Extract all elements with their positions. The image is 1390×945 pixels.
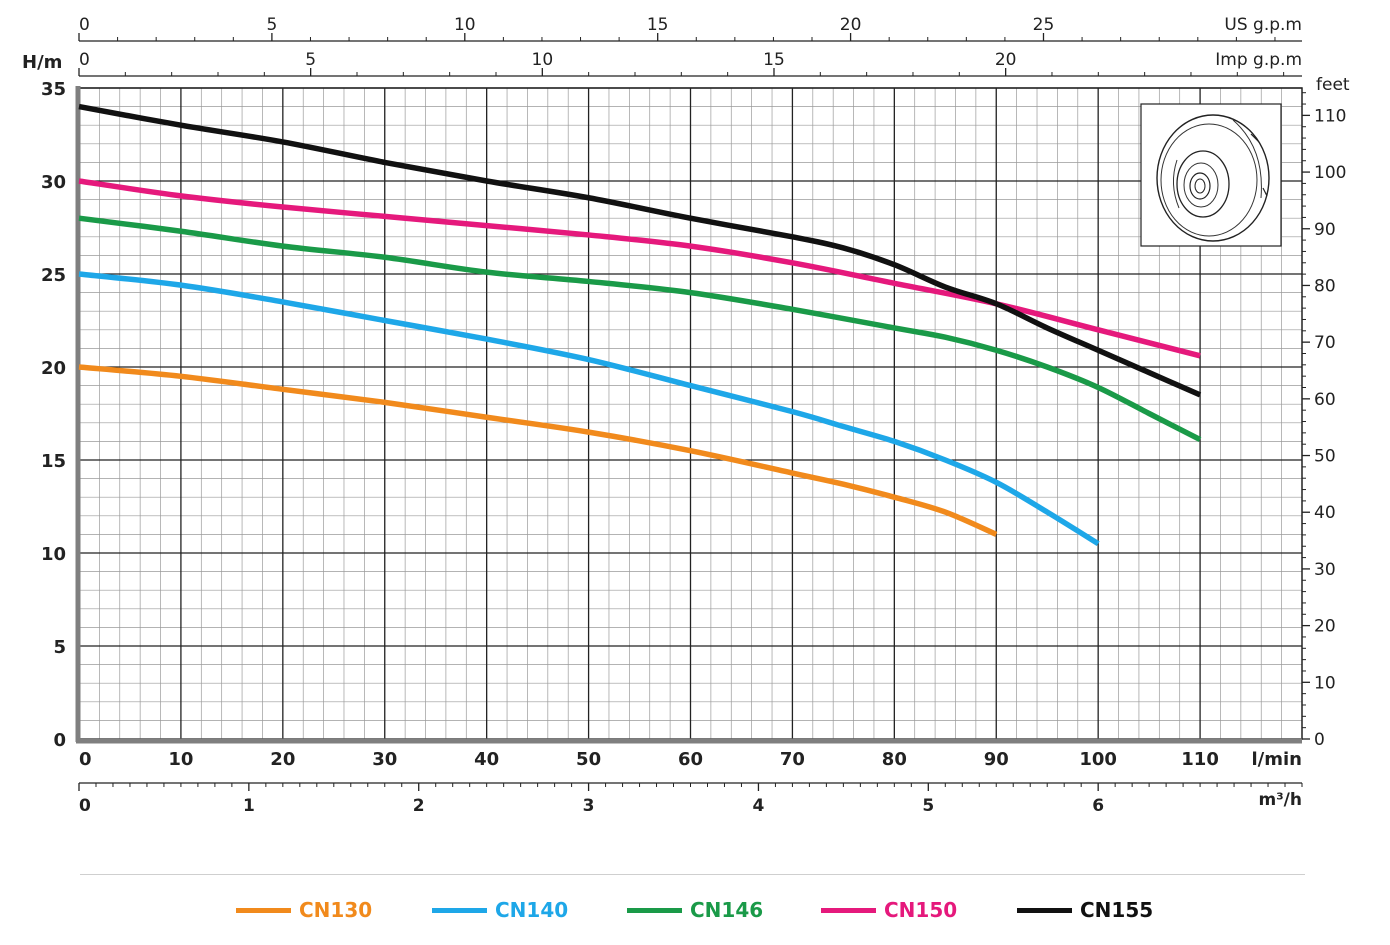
series-line-cn140	[78, 271, 1100, 547]
feet-tick-label: 50	[1314, 447, 1336, 467]
imp-gpm-axis-label: Imp g.p.m	[1215, 50, 1302, 70]
y-tick-label: 5	[53, 637, 66, 658]
imp-gpm-axis-tick-label: 0	[79, 50, 90, 70]
y-tick-label: 10	[41, 544, 66, 565]
feet-tick-label: 60	[1314, 390, 1336, 410]
feet-tick-label: 10	[1314, 673, 1336, 693]
legend-swatch	[432, 907, 487, 913]
imp-gpm-axis-tick-label: 5	[305, 50, 316, 70]
legend-swatch	[236, 907, 291, 913]
impeller-icon	[1156, 114, 1270, 242]
x-tick-label: 50	[576, 749, 601, 770]
legend-label: CN140	[495, 898, 569, 922]
legend-swatch	[1017, 907, 1072, 913]
x-tick-label: 80	[882, 749, 907, 770]
legend-item-cn130: CN130	[236, 885, 372, 935]
feet-tick-label: 100	[1314, 163, 1346, 183]
feet-tick-label: 80	[1314, 276, 1336, 296]
m3h-axis-label: m³/h	[1259, 790, 1302, 810]
us-gpm-axis-tick-label: 15	[647, 15, 669, 35]
legend-item-cn146: CN146	[627, 885, 763, 935]
legend-swatch	[627, 907, 682, 913]
m3h-axis-tick-label: 4	[753, 796, 765, 816]
feet-tick-label: 90	[1314, 220, 1336, 240]
feet-tick-label: 0	[1314, 730, 1325, 750]
us-gpm-axis-tick-label: 25	[1033, 15, 1055, 35]
y-tick-label: 30	[41, 172, 66, 193]
us-gpm-axis-tick-label: 0	[79, 15, 90, 35]
y-tick-label: 15	[41, 451, 66, 472]
m3h-axis-tick-label: 0	[79, 796, 91, 816]
imp-gpm-axis-tick-label: 20	[995, 50, 1017, 70]
axes	[75, 33, 1310, 791]
x-tick-label: 100	[1079, 749, 1117, 770]
feet-tick-label: 70	[1314, 333, 1336, 353]
legend-item-cn155: CN155	[1017, 885, 1153, 935]
legend-divider	[80, 874, 1305, 875]
legend: CN130 CN140 CN146 CN150 CN155	[0, 885, 1390, 935]
feet-tick-label: 110	[1314, 106, 1346, 126]
feet-axis-label: feet	[1316, 75, 1350, 95]
feet-tick-label: 40	[1314, 503, 1336, 523]
m3h-axis-tick-label: 2	[413, 796, 425, 816]
x-axis-label: l/min	[1252, 749, 1302, 770]
y-tick-label: 25	[41, 265, 66, 286]
legend-item-cn140: CN140	[432, 885, 568, 935]
x-tick-label: 110	[1181, 749, 1219, 770]
x-tick-label: 10	[168, 749, 193, 770]
series-layer	[78, 103, 1202, 547]
imp-gpm-axis-tick-label: 10	[532, 50, 554, 70]
series-line-cn155	[78, 103, 1202, 398]
us-gpm-axis-tick-label: 5	[266, 15, 277, 35]
x-tick-label: 90	[984, 749, 1009, 770]
y-tick-label: 35	[41, 79, 66, 100]
x-tick-label: 60	[678, 749, 703, 770]
legend-label: CN150	[884, 898, 958, 922]
legend-label: CN130	[299, 898, 373, 922]
us-gpm-axis-label: US g.p.m	[1224, 15, 1302, 35]
x-tick-label: 70	[780, 749, 805, 770]
feet-tick-label: 30	[1314, 560, 1336, 580]
series-line-cn146	[78, 215, 1202, 442]
labels-layer: 0 5 10 15 20 25 US g.p.m 0 5 10 15 20 Imp g.p.m 0 1 2 3 4…	[22, 15, 1350, 816]
m3h-axis-tick-label: 5	[922, 796, 934, 816]
y-axis-label: H/m	[22, 52, 62, 73]
m3h-axis-tick-label: 3	[583, 796, 595, 816]
legend-swatch	[821, 907, 876, 913]
legend-item-cn150: CN150	[821, 885, 957, 935]
y-tick-label: 20	[41, 358, 66, 379]
us-gpm-axis-tick-label: 10	[454, 15, 476, 35]
legend-label: CN155	[1080, 898, 1154, 922]
imp-gpm-axis-tick-label: 15	[763, 50, 785, 70]
legend-label: CN146	[690, 898, 764, 922]
m3h-axis-tick-label: 1	[243, 796, 255, 816]
us-gpm-axis-tick-label: 20	[840, 15, 862, 35]
series-line-cn130	[78, 364, 998, 537]
y-tick-label: 0	[53, 730, 66, 751]
m3h-axis-tick-label: 6	[1092, 796, 1104, 816]
feet-tick-label: 20	[1314, 617, 1336, 637]
impeller-inset	[1140, 103, 1282, 247]
x-tick-label: 40	[474, 749, 499, 770]
x-tick-label: 0	[79, 749, 92, 770]
x-tick-label: 20	[270, 749, 295, 770]
x-tick-label: 30	[372, 749, 397, 770]
